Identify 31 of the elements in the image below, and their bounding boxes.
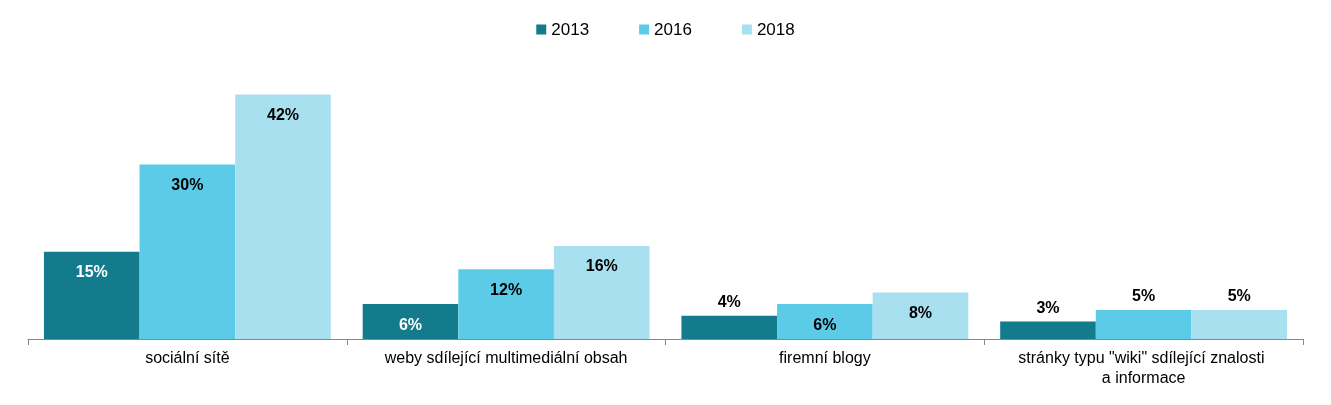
data-label: 42% — [266, 106, 300, 124]
x-tick-label: sociální sítě — [145, 348, 230, 366]
bar — [1095, 309, 1192, 339]
data-label: 5% — [1227, 287, 1251, 305]
bar — [43, 251, 140, 339]
data-label: 5% — [1132, 287, 1156, 305]
x-tick-label: firemní blogy — [779, 348, 871, 366]
bar — [458, 269, 554, 339]
bar — [681, 315, 778, 339]
bar — [1000, 321, 1096, 339]
bar — [777, 304, 873, 339]
data-label: 30% — [171, 175, 204, 193]
data-label: 8% — [908, 303, 933, 321]
bar — [872, 292, 969, 339]
legend-label: 2016 — [654, 20, 692, 39]
data-label: 6% — [813, 315, 837, 333]
data-label: 6% — [398, 315, 423, 333]
bar — [362, 304, 459, 339]
data-label: 15% — [75, 263, 108, 281]
x-tick-label: stránky typu "wiki" sdílející znalosti a informace — [1018, 348, 1269, 386]
bar — [139, 164, 236, 339]
bar — [553, 245, 650, 339]
x-tick-label: weby sdílející multimediální obsah — [383, 348, 628, 366]
data-label: 4% — [717, 293, 741, 311]
legend-label: 2018 — [756, 20, 795, 39]
data-label: 12% — [490, 280, 523, 298]
bar — [1191, 309, 1288, 339]
bar — [235, 94, 331, 339]
legend-label: 2013 — [551, 20, 590, 39]
data-label: 3% — [1036, 299, 1060, 317]
data-label: 16% — [585, 257, 618, 275]
